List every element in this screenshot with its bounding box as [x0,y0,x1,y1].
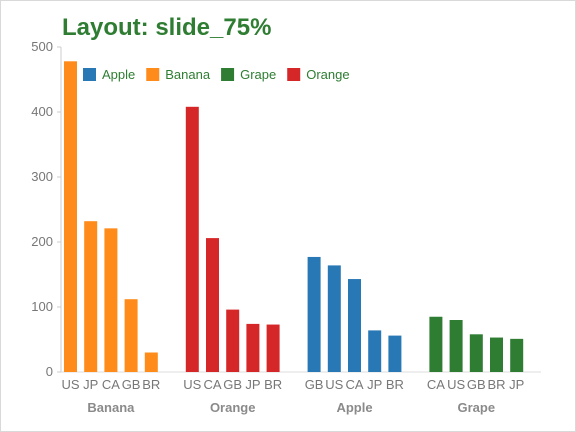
x-tick-label: US [325,377,343,392]
x-tick-label: US [447,377,465,392]
legend-label-grape: Grape [240,67,276,82]
bar-orange-gb [226,309,240,372]
bar-grape-us [449,320,463,372]
bar-orange-us [185,106,199,373]
bar-grape-gb [469,334,483,372]
x-tick-label: CA [203,377,221,392]
bar-apple-us [327,265,341,372]
bar-apple-jp [368,330,382,372]
bar-grape-jp [510,338,524,372]
group-label-apple: Apple [336,400,372,415]
y-tick-label: 400 [31,104,53,119]
x-tick-label: GB [122,377,141,392]
y-tick-label: 0 [46,364,53,379]
bar-banana-gb [124,299,138,372]
x-tick-label: CA [102,377,120,392]
legend-swatch-grape [221,68,235,81]
chart-title: Layout: slide_75% [62,14,272,41]
y-tick-label: 500 [31,39,53,54]
x-tick-label: GB [305,377,324,392]
y-tick-label: 100 [31,299,53,314]
y-tick-label: 300 [31,169,53,184]
x-tick-label: US [183,377,201,392]
x-tick-label: JP [83,377,98,392]
legend-label-apple: Apple [102,67,135,82]
x-tick-label: BR [264,377,282,392]
bar-apple-ca [348,279,361,372]
bar-banana-us [64,61,77,373]
x-tick-label: BR [142,377,160,392]
bar-banana-br [144,352,158,372]
legend-label-orange: Orange [306,67,349,82]
bar-banana-ca [104,228,118,372]
legend-label-banana: Banana [165,67,211,82]
group-label-grape: Grape [458,400,496,415]
bar-orange-br [266,324,280,372]
legend: Apple Banana Grape Orange [83,67,350,82]
x-tick-label: US [61,377,79,392]
legend-swatch-orange [287,68,301,81]
bar-apple-br [388,335,402,372]
bar-grape-br [490,337,503,372]
x-tick-label: JP [509,377,524,392]
bar-apple-gb [307,256,321,372]
legend-swatch-banana [146,68,160,81]
group-label-orange: Orange [210,400,256,415]
group-label-banana: Banana [87,400,135,415]
x-tick-label: CA [345,377,363,392]
bar-orange-jp [246,323,260,372]
legend-swatch-apple [83,68,96,81]
x-tick-label: CA [427,377,445,392]
x-tick-label: BR [386,377,404,392]
bars [64,61,524,373]
y-tick-label: 200 [31,234,53,249]
bar-grape-ca [429,316,443,372]
bar-banana-jp [84,221,98,372]
x-tick-label: JP [245,377,260,392]
x-tick-label: GB [223,377,242,392]
x-tick-label: GB [467,377,486,392]
x-tick-label: BR [487,377,505,392]
bar-orange-ca [206,238,219,372]
x-tick-label: JP [367,377,382,392]
